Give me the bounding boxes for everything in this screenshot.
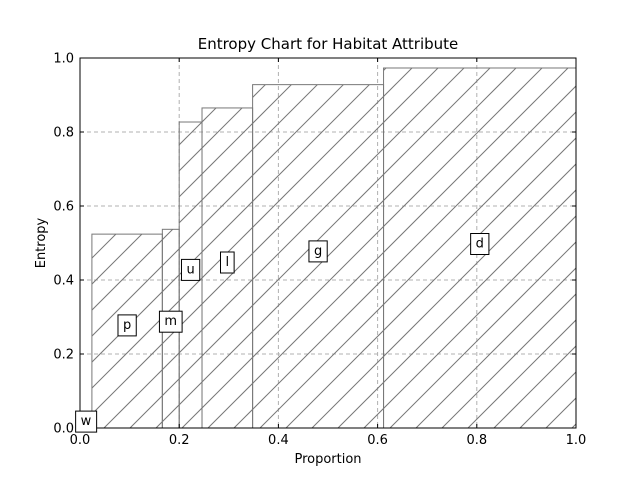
label-box (308, 240, 328, 263)
bar-hatch (383, 67, 576, 429)
x-tick-label: 0.4 (268, 433, 289, 448)
y-tick-label: 1.0 (53, 52, 74, 67)
x-tick-label: 0.0 (70, 433, 91, 448)
y-tick-label: 0.8 (53, 126, 74, 141)
label-box (470, 233, 490, 255)
axes-frame (79, 57, 577, 429)
bar-label-w: w (75, 410, 98, 433)
label-box (75, 410, 98, 433)
category-label: u (186, 262, 194, 277)
y-tick-label: 0.6 (53, 200, 74, 215)
bar-label-l: l (219, 251, 235, 274)
category-label: d (476, 237, 484, 252)
bar-d (383, 67, 577, 429)
x-tick-label: 0.2 (169, 433, 190, 448)
bar-label-d: d (470, 233, 490, 255)
y-tick-label: 0.0 (53, 422, 74, 437)
category-label: g (314, 244, 322, 259)
label-box (219, 251, 235, 274)
label-box (117, 314, 137, 337)
bar-hatch (91, 234, 163, 428)
bar-label-g: g (308, 240, 328, 263)
y-axis-label: Entropy (34, 217, 49, 268)
bar-label-m: m (158, 310, 183, 333)
x-tick-label: 0.6 (367, 433, 388, 448)
grid (79, 57, 577, 429)
bar-label-p: p (117, 314, 137, 337)
x-tick-label: 0.8 (466, 433, 487, 448)
bar-label-u: u (180, 258, 201, 281)
y-tick-label: 0.4 (53, 274, 74, 289)
bar-hatch (202, 107, 253, 428)
axes: 0.0 0.2 0.4 0.6 0.8 1.0 0.0 0.2 0.4 0.6 0.8 1.0 (53, 52, 586, 449)
category-label: w (81, 414, 92, 429)
y-tick-label: 0.2 (53, 348, 74, 363)
category-label: p (123, 318, 131, 333)
category-label: m (164, 314, 177, 329)
bar-hatch (162, 229, 180, 423)
label-box (158, 310, 183, 333)
category-label: l (225, 255, 229, 270)
x-tick-label: 1.0 (566, 433, 587, 448)
chart-title: Entropy Chart for Habitat Attribute (198, 35, 459, 53)
bar-labels: w p m u l g d (75, 233, 490, 433)
x-axis-label: Proportion (294, 452, 361, 467)
label-box (180, 258, 201, 281)
bar-hatch (179, 122, 203, 428)
